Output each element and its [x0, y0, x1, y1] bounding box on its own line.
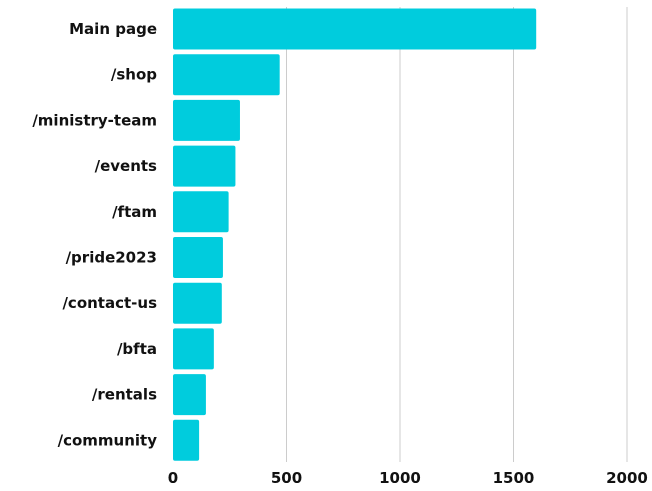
bar-shop	[173, 54, 280, 96]
bar-pride2023	[173, 237, 223, 278]
category-labels: Main page/shop/ministry-team/events/ftam…	[32, 20, 157, 449]
category-label-rentals: /rentals	[92, 386, 157, 404]
x-axis-tick-labels: 0 500 1000 1500 2000	[168, 469, 648, 487]
x-tick-label-1500: 1500	[493, 469, 535, 487]
bar-ministry-team	[173, 99, 240, 141]
category-label-main-page: Main page	[69, 20, 157, 38]
category-label-ministry-team: /ministry-team	[32, 111, 157, 129]
category-label-contact-us: /contact-us	[62, 294, 157, 312]
category-label-pride2023: /pride2023	[66, 249, 157, 267]
bar-main-page	[173, 8, 537, 50]
x-tick-label-0: 0	[168, 469, 178, 487]
category-label-events: /events	[95, 157, 157, 175]
x-tick-label-1000: 1000	[379, 469, 421, 487]
bar-contact-us	[173, 282, 222, 324]
bars	[173, 8, 537, 461]
category-label-shop: /shop	[111, 66, 157, 84]
gridlines	[286, 7, 628, 462]
bar-rentals	[173, 374, 206, 416]
x-tick-label-500: 500	[271, 469, 302, 487]
bar-events	[173, 145, 236, 187]
bar-bfta	[173, 328, 214, 370]
bar-community	[173, 419, 200, 461]
bar-ftam	[173, 191, 229, 233]
x-tick-label-2000: 2000	[606, 469, 648, 487]
category-label-community: /community	[58, 431, 158, 449]
category-label-bfta: /bfta	[117, 340, 157, 358]
category-label-ftam: /ftam	[112, 203, 157, 221]
